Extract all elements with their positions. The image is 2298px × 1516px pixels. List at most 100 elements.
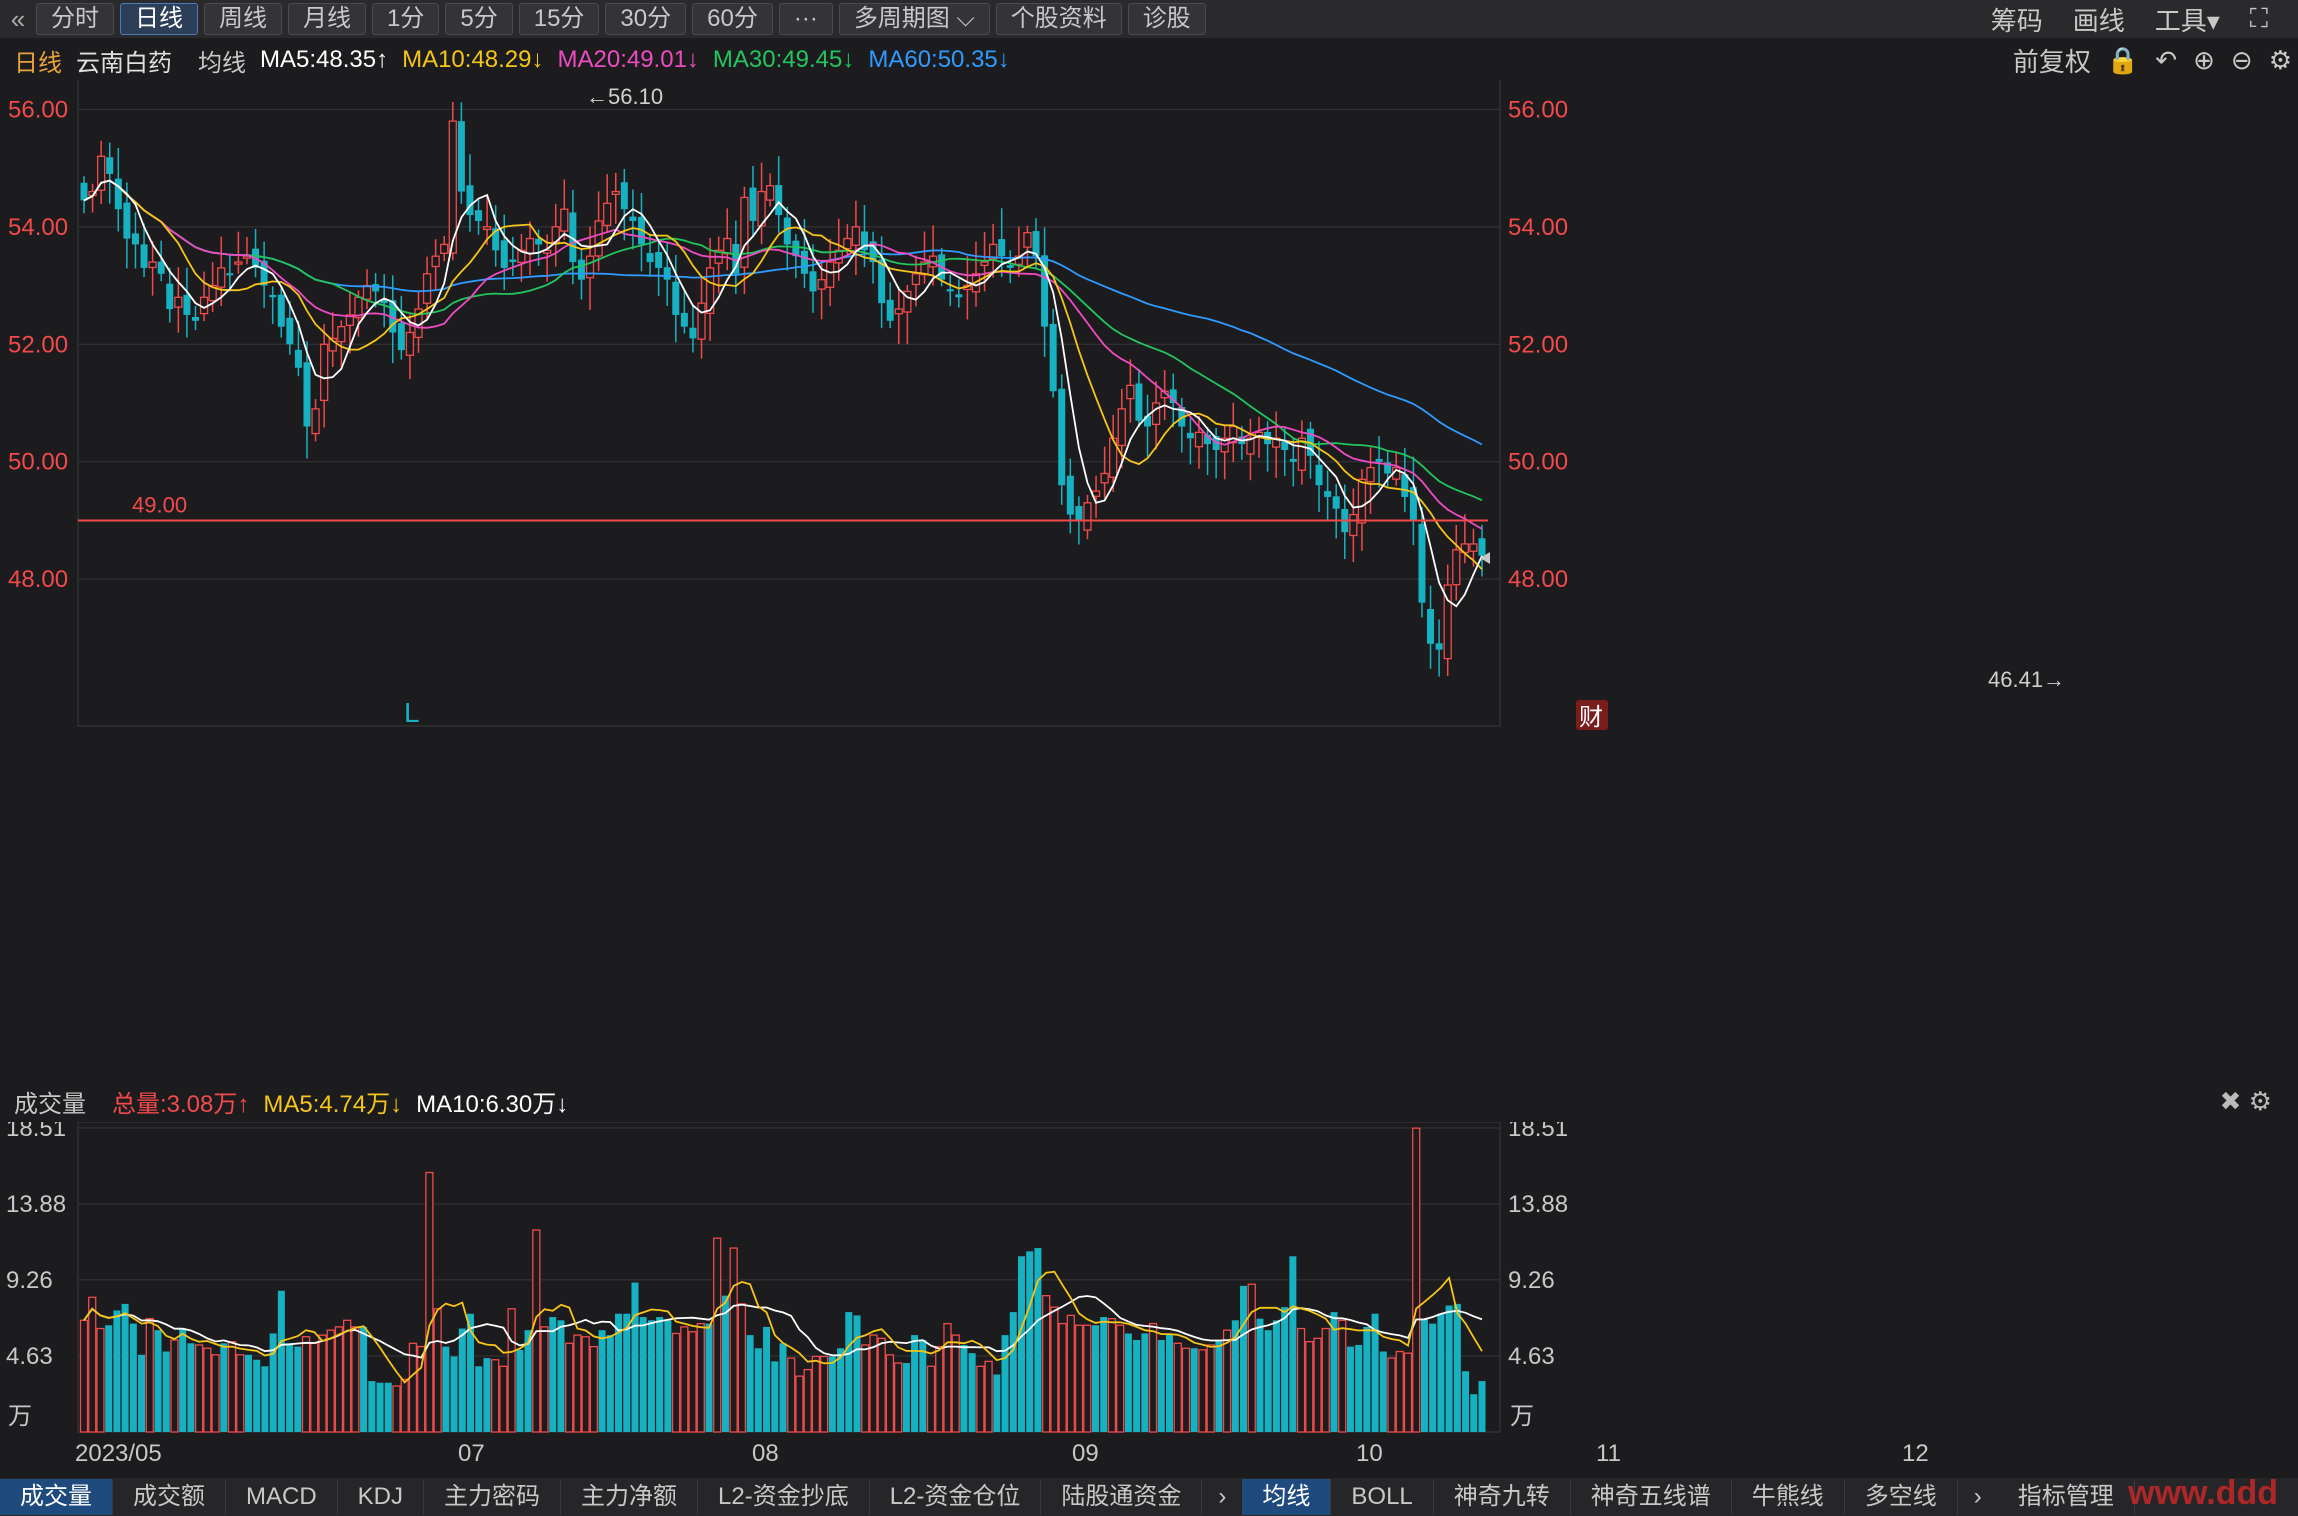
volume-chart[interactable]: 18.51 18.51 13.88 13.88 9.26 9.26 4.63 4.63 万 万 xyxy=(0,1122,2298,1436)
collapse-left-icon[interactable]: « xyxy=(10,3,26,34)
candle-body xyxy=(1418,523,1426,603)
period-button[interactable]: 周线 xyxy=(204,3,282,35)
volume-bar xyxy=(1231,1320,1239,1432)
zoom-out-icon[interactable]: ⊖ xyxy=(2230,44,2253,75)
candle-body xyxy=(851,226,861,246)
period-button[interactable]: 15分 xyxy=(518,3,600,35)
zoom-in-icon[interactable]: ⊕ xyxy=(2193,44,2215,75)
chip-distribution-button[interactable]: 筹码 xyxy=(1990,5,2043,36)
candle-body xyxy=(226,273,234,276)
price-49-label: 49.00 xyxy=(132,492,187,517)
forward-adjust-button[interactable]: 前复权 xyxy=(2012,46,2091,77)
period-button[interactable]: 日线 xyxy=(120,3,198,35)
chevron-right-icon[interactable]: › xyxy=(1218,1483,1227,1510)
volume-bar xyxy=(581,1336,590,1433)
indicator-tab[interactable]: L2-资金抄底 xyxy=(698,1479,870,1515)
indicator-tab[interactable]: L2-资金仓位 xyxy=(870,1479,1042,1515)
volume-bar xyxy=(1215,1340,1223,1432)
volume-bar xyxy=(1058,1322,1067,1433)
tools-menu-button[interactable]: 工具▾ xyxy=(2154,5,2220,36)
volume-bar xyxy=(1141,1333,1149,1432)
volume-bar xyxy=(343,1319,352,1433)
volume-bar xyxy=(326,1329,335,1433)
volume-bar xyxy=(417,1345,426,1433)
price-tick-label-right: 56.00 xyxy=(1508,96,1568,123)
candle-body xyxy=(166,283,174,310)
indicator-tab[interactable]: MACD xyxy=(226,1479,338,1515)
volume-bar xyxy=(926,1365,936,1433)
date-tick: 12 xyxy=(1902,1440,1929,1467)
period-button[interactable]: 30分 xyxy=(605,3,687,35)
indicator-tab[interactable]: 主力密码 xyxy=(424,1479,562,1515)
candle-body xyxy=(672,281,680,315)
period-button[interactable]: ··· xyxy=(778,3,833,35)
volume-bar xyxy=(1148,1322,1158,1433)
price-chart[interactable]: 56.00 56.00 54.00 54.00 52.00 52.00 50.00 50.00… xyxy=(0,80,2298,1080)
candle-body xyxy=(749,187,757,221)
candle-body xyxy=(577,259,585,280)
volume-bar xyxy=(1330,1312,1338,1432)
volume-bar xyxy=(557,1320,565,1432)
period-button[interactable]: 诊股 xyxy=(1127,3,1206,35)
period-button[interactable]: 多周期图 ⌵ xyxy=(838,3,990,35)
ma5-line xyxy=(83,179,1483,608)
volume-bar xyxy=(1264,1330,1272,1432)
volume-bar xyxy=(631,1282,639,1432)
candle-body xyxy=(1135,383,1143,421)
period-button[interactable]: 个股资料 xyxy=(995,3,1122,35)
overlay-tab[interactable]: 多空线 xyxy=(1845,1479,1958,1515)
volume-bar xyxy=(877,1337,886,1433)
overlay-tab[interactable]: 神奇五线谱 xyxy=(1571,1479,1732,1515)
lock-icon[interactable]: 🔒 xyxy=(2106,44,2140,75)
volume-bar xyxy=(696,1322,705,1433)
high-price-label: ←56.10 xyxy=(586,84,663,109)
chevron-right-icon[interactable]: › xyxy=(1973,1483,1982,1510)
candle-body xyxy=(800,250,808,274)
volume-bar xyxy=(1321,1327,1330,1433)
avg-line-label[interactable]: 均线 xyxy=(198,49,246,77)
overlay-tab[interactable]: BOLL xyxy=(1331,1479,1434,1515)
candle-body xyxy=(1357,478,1367,524)
volume-bar xyxy=(573,1334,582,1433)
volume-bar xyxy=(885,1354,895,1433)
overlay-tab[interactable]: 神奇九转 xyxy=(1434,1479,1571,1515)
draw-line-button[interactable]: 画线 xyxy=(2072,5,2125,36)
period-button[interactable]: 月线 xyxy=(288,3,366,35)
period-button[interactable]: 60分 xyxy=(692,3,773,35)
indicator-tab[interactable]: 成交额 xyxy=(113,1479,226,1515)
volume-bar xyxy=(236,1354,245,1433)
period-button[interactable]: 5分 xyxy=(445,3,513,35)
volume-bar xyxy=(1305,1341,1314,1433)
close-icon[interactable]: ✖ ⚙ xyxy=(2219,1086,2272,1116)
candle-body xyxy=(294,349,302,368)
undo-icon[interactable]: ↶ xyxy=(2155,44,2178,75)
indicator-tab[interactable]: KDJ xyxy=(338,1479,425,1515)
volume-bar xyxy=(154,1330,162,1432)
indicator-tab[interactable]: 陆股通资金 xyxy=(1041,1479,1203,1515)
candle-body xyxy=(1297,437,1307,471)
indicator-tab[interactable]: 成交量 xyxy=(0,1479,113,1515)
volume-bar xyxy=(491,1359,500,1433)
candle-body xyxy=(1427,609,1435,644)
indicator-tabs-right: 均线 BOLL 神奇九转 神奇五线谱 牛熊线 多空线 xyxy=(1242,1479,1958,1515)
candle-body xyxy=(826,261,835,288)
period-button[interactable]: 1分 xyxy=(372,3,440,35)
volume-bar xyxy=(1355,1344,1363,1432)
volume-bar xyxy=(138,1354,146,1432)
volume-bar xyxy=(227,1341,237,1433)
candle-body xyxy=(148,261,157,269)
indicator-tab[interactable]: 主力净额 xyxy=(561,1479,699,1515)
volume-bar xyxy=(170,1339,179,1433)
candle-body xyxy=(732,243,740,274)
overlay-tab[interactable]: 牛熊线 xyxy=(1732,1479,1845,1515)
indicator-manage-tab[interactable]: 指标管理 xyxy=(1998,1479,2135,1515)
candle-body xyxy=(448,120,457,254)
candle-body xyxy=(765,185,775,201)
price-tick-label-left: 56.00 xyxy=(8,96,68,123)
overlay-tab[interactable]: 均线 xyxy=(1242,1479,1332,1515)
period-button[interactable]: 分时 xyxy=(36,3,114,35)
fullscreen-icon[interactable]: ⛶ xyxy=(2249,3,2268,33)
volume-tick-label-right: 13.88 xyxy=(1508,1191,1568,1218)
settings-gear-icon[interactable]: ⚙ xyxy=(2268,44,2292,75)
candle-body xyxy=(1083,502,1092,531)
